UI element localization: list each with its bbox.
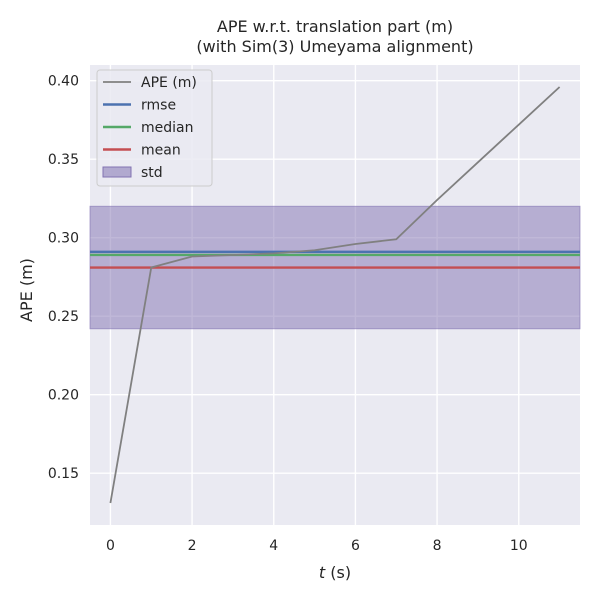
legend-label-rmse: rmse: [141, 98, 176, 114]
x-tick-label: 2: [188, 538, 197, 554]
legend-box: [96, 69, 213, 187]
x-tick-label: 0: [106, 538, 115, 554]
x-tick-label: 8: [433, 538, 442, 554]
y-tick-label: 0.30: [48, 231, 79, 247]
y-tick-label: 0.15: [48, 466, 79, 482]
x-axis-label: t (s): [319, 563, 351, 582]
legend: APE (m) rmse median mean std: [96, 69, 213, 187]
legend-label-std: std: [141, 165, 163, 181]
ape-series-line: [109, 86, 561, 504]
x-axis-ticks: 0 2 4 6 8 10: [106, 538, 528, 554]
chart-title: APE w.r.t. translation part (m): [217, 17, 453, 36]
y-axis-label: APE (m): [17, 258, 36, 322]
y-tick-label: 0.35: [48, 152, 79, 168]
x-axis-label-unit: (s): [325, 563, 351, 582]
y-tick-label: 0.40: [48, 74, 79, 90]
y-axis-ticks: 0.15 0.20 0.25 0.30 0.35 0.40: [48, 74, 79, 482]
x-tick-label: 4: [269, 538, 278, 554]
chart-subtitle: (with Sim(3) Umeyama alignment): [196, 37, 473, 56]
legend-label-ape: APE (m): [141, 75, 197, 91]
y-tick-label: 0.25: [48, 309, 79, 325]
y-tick-label: 0.20: [48, 388, 79, 404]
legend-label-mean: mean: [141, 143, 181, 159]
x-tick-label: 10: [510, 538, 528, 554]
x-tick-label: 6: [351, 538, 360, 554]
legend-label-median: median: [141, 120, 193, 136]
x-axis-label-var: t: [319, 563, 326, 582]
legend-swatch-std: [102, 166, 132, 178]
